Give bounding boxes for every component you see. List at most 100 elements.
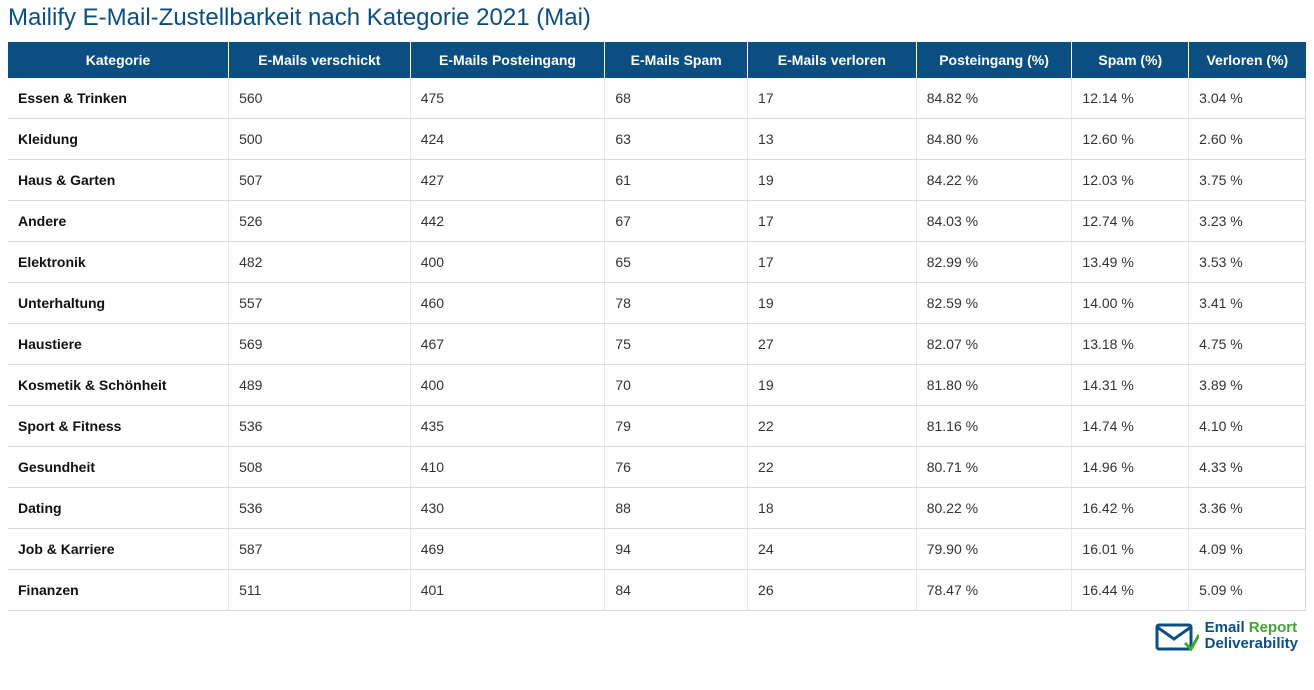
value-cell: 536 (229, 406, 411, 447)
value-cell: 4.33 % (1189, 447, 1306, 488)
value-cell: 16.44 % (1072, 570, 1189, 611)
table-row: Job & Karriere587469942479.90 %16.01 %4.… (8, 529, 1306, 570)
value-cell: 3.04 % (1189, 78, 1306, 119)
value-cell: 12.14 % (1072, 78, 1189, 119)
category-cell: Dating (8, 488, 229, 529)
table-row: Elektronik482400651782.99 %13.49 %3.53 % (8, 242, 1306, 283)
value-cell: 5.09 % (1189, 570, 1306, 611)
value-cell: 467 (410, 324, 605, 365)
value-cell: 81.80 % (916, 365, 1072, 406)
table-row: Andere526442671784.03 %12.74 %3.23 % (8, 201, 1306, 242)
table-row: Gesundheit508410762280.71 %14.96 %4.33 % (8, 447, 1306, 488)
value-cell: 19 (748, 365, 917, 406)
value-cell: 13 (748, 119, 917, 160)
page-title: Mailify E-Mail-Zustellbarkeit nach Kateg… (8, 0, 1306, 42)
value-cell: 489 (229, 365, 411, 406)
table-row: Finanzen511401842678.47 %16.44 %5.09 % (8, 570, 1306, 611)
value-cell: 27 (748, 324, 917, 365)
value-cell: 526 (229, 201, 411, 242)
value-cell: 475 (410, 78, 605, 119)
column-header[interactable]: E-Mails verschickt (229, 42, 411, 78)
value-cell: 16.01 % (1072, 529, 1189, 570)
category-cell: Job & Karriere (8, 529, 229, 570)
value-cell: 3.89 % (1189, 365, 1306, 406)
value-cell: 3.41 % (1189, 283, 1306, 324)
value-cell: 435 (410, 406, 605, 447)
value-cell: 500 (229, 119, 411, 160)
value-cell: 78.47 % (916, 570, 1072, 611)
column-header[interactable]: Spam (%) (1072, 42, 1189, 78)
table-row: Kosmetik & Schönheit489400701981.80 %14.… (8, 365, 1306, 406)
value-cell: 78 (605, 283, 748, 324)
value-cell: 84.03 % (916, 201, 1072, 242)
category-cell: Haustiere (8, 324, 229, 365)
value-cell: 61 (605, 160, 748, 201)
value-cell: 430 (410, 488, 605, 529)
logo-line1a: Email (1205, 619, 1249, 636)
value-cell: 22 (748, 447, 917, 488)
column-header[interactable]: Verloren (%) (1189, 42, 1306, 78)
value-cell: 84 (605, 570, 748, 611)
value-cell: 2.60 % (1189, 119, 1306, 160)
category-cell: Elektronik (8, 242, 229, 283)
column-header[interactable]: Kategorie (8, 42, 229, 78)
value-cell: 482 (229, 242, 411, 283)
value-cell: 94 (605, 529, 748, 570)
brand-logo: Email Report Deliverability (1155, 619, 1298, 653)
value-cell: 560 (229, 78, 411, 119)
value-cell: 410 (410, 447, 605, 488)
category-cell: Kosmetik & Schönheit (8, 365, 229, 406)
column-header[interactable]: Posteingang (%) (916, 42, 1072, 78)
value-cell: 24 (748, 529, 917, 570)
value-cell: 401 (410, 570, 605, 611)
table-row: Haustiere569467752782.07 %13.18 %4.75 % (8, 324, 1306, 365)
value-cell: 460 (410, 283, 605, 324)
value-cell: 427 (410, 160, 605, 201)
category-cell: Kleidung (8, 119, 229, 160)
envelope-icon (1155, 619, 1199, 653)
value-cell: 84.80 % (916, 119, 1072, 160)
value-cell: 67 (605, 201, 748, 242)
value-cell: 4.10 % (1189, 406, 1306, 447)
value-cell: 19 (748, 160, 917, 201)
value-cell: 12.03 % (1072, 160, 1189, 201)
column-header[interactable]: E-Mails verloren (748, 42, 917, 78)
value-cell: 442 (410, 201, 605, 242)
value-cell: 4.75 % (1189, 324, 1306, 365)
value-cell: 79 (605, 406, 748, 447)
value-cell: 82.07 % (916, 324, 1072, 365)
logo-line2: Deliverability (1205, 636, 1298, 652)
category-cell: Andere (8, 201, 229, 242)
value-cell: 3.36 % (1189, 488, 1306, 529)
value-cell: 3.75 % (1189, 160, 1306, 201)
category-cell: Sport & Fitness (8, 406, 229, 447)
column-header[interactable]: E-Mails Posteingang (410, 42, 605, 78)
value-cell: 587 (229, 529, 411, 570)
value-cell: 12.74 % (1072, 201, 1189, 242)
table-row: Sport & Fitness536435792281.16 %14.74 %4… (8, 406, 1306, 447)
value-cell: 14.96 % (1072, 447, 1189, 488)
value-cell: 469 (410, 529, 605, 570)
value-cell: 17 (748, 78, 917, 119)
value-cell: 13.49 % (1072, 242, 1189, 283)
value-cell: 511 (229, 570, 411, 611)
value-cell: 14.31 % (1072, 365, 1189, 406)
brand-logo-text: Email Report Deliverability (1205, 620, 1298, 652)
value-cell: 4.09 % (1189, 529, 1306, 570)
value-cell: 3.53 % (1189, 242, 1306, 283)
value-cell: 16.42 % (1072, 488, 1189, 529)
value-cell: 569 (229, 324, 411, 365)
value-cell: 557 (229, 283, 411, 324)
value-cell: 14.00 % (1072, 283, 1189, 324)
footer: Email Report Deliverability (8, 611, 1306, 653)
value-cell: 3.23 % (1189, 201, 1306, 242)
value-cell: 84.22 % (916, 160, 1072, 201)
value-cell: 536 (229, 488, 411, 529)
category-cell: Essen & Trinken (8, 78, 229, 119)
value-cell: 81.16 % (916, 406, 1072, 447)
table-row: Haus & Garten507427611984.22 %12.03 %3.7… (8, 160, 1306, 201)
value-cell: 400 (410, 365, 605, 406)
value-cell: 26 (748, 570, 917, 611)
column-header[interactable]: E-Mails Spam (605, 42, 748, 78)
value-cell: 12.60 % (1072, 119, 1189, 160)
